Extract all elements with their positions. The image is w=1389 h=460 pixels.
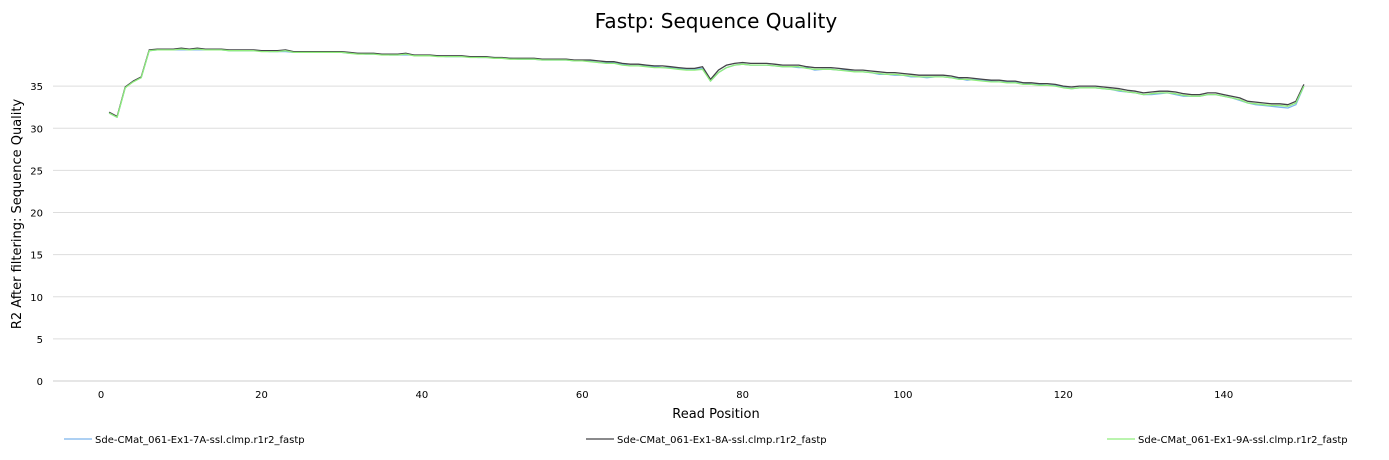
chart-title: Fastp: Sequence Quality: [595, 9, 838, 33]
y-tick-label: 5: [37, 335, 43, 346]
x-tick-label: 20: [255, 390, 268, 401]
legend: Sde-CMat_061-Ex1-7A-ssl.clmp.r1r2_fastp S…: [64, 435, 1348, 446]
series-line-2[interactable]: [108, 47, 1305, 118]
x-tick-label: 120: [1054, 390, 1073, 401]
y-tick-label: 25: [30, 166, 43, 177]
x-tick-label: 0: [98, 390, 104, 401]
x-tick-label: 140: [1214, 390, 1233, 401]
x-tick-label: 100: [893, 390, 912, 401]
legend-item-1[interactable]: Sde-CMat_061-Ex1-7A-ssl.clmp.r1r2_fastp: [95, 435, 305, 446]
y-tick-label: 30: [30, 124, 43, 135]
grid-lines: [53, 85, 1352, 340]
y-tick-label: 20: [30, 209, 43, 220]
series-line-1[interactable]: [108, 49, 1305, 118]
y-tick-label: 0: [37, 377, 43, 388]
y-tick-label: 15: [30, 251, 43, 262]
legend-item-3[interactable]: Sde-CMat_061-Ex1-9A-ssl.clmp.r1r2_fastp: [1138, 435, 1348, 446]
x-axis-label: Read Position: [672, 407, 759, 422]
x-tick-label: 40: [415, 390, 428, 401]
series-lines: [108, 47, 1305, 118]
y-axis-ticks: 0 5 10 15 20 25 30 35: [30, 82, 43, 388]
y-axis-label: R2 After filtering: Sequence Quality: [10, 99, 25, 330]
legend-item-2[interactable]: Sde-CMat_061-Ex1-8A-ssl.clmp.r1r2_fastp: [617, 435, 827, 446]
series-line-3[interactable]: [108, 48, 1305, 118]
y-tick-label: 10: [30, 293, 43, 304]
y-tick-label: 35: [30, 82, 43, 93]
x-tick-label: 80: [736, 390, 749, 401]
x-tick-label: 60: [576, 390, 589, 401]
x-axis-ticks: 0 20 40 60 80 100 120 140: [98, 390, 1233, 401]
